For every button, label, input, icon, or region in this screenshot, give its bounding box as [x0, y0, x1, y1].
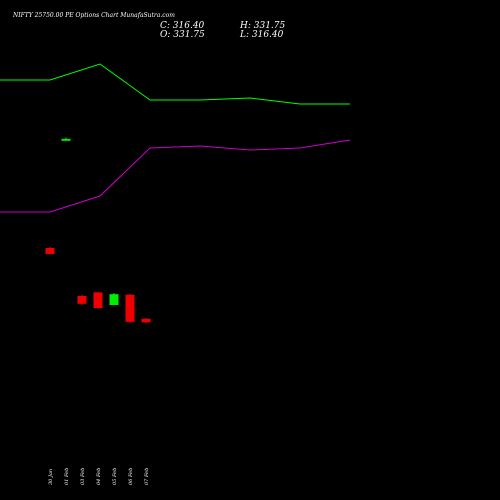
x-tick-label: 01 Feb: [64, 468, 70, 485]
high-value: H: 331.75: [239, 21, 286, 31]
x-axis-tick-labels: 30 Jan 01 Feb 03 Feb 04 Feb 05 Feb 06 Feb 07 F…: [48, 468, 150, 485]
candle-body: [45, 248, 55, 254]
x-tick-label: 07 Feb: [144, 468, 150, 485]
x-tick-label: 04 Feb: [96, 468, 102, 485]
x-tick-label: 05 Feb: [112, 468, 118, 485]
indicator-line-2: [0, 139, 351, 213]
low-value: L: 316.40: [239, 30, 284, 40]
candle-body: [125, 294, 135, 322]
candles: [45, 137, 151, 323]
x-tick-label: 06 Feb: [128, 468, 134, 485]
chart-title: NIFTY 25750.00 PE Options Chart MunafaSu…: [12, 12, 175, 19]
indicator-lines: [0, 63, 351, 213]
candle-body: [61, 138, 71, 141]
candle-body: [93, 292, 103, 308]
indicator-line-1: [0, 63, 350, 105]
candle-body: [109, 294, 119, 305]
candle-body: [77, 296, 87, 304]
open-value: O: 331.75: [160, 30, 205, 40]
candle-body: [141, 318, 151, 323]
x-tick-label: 30 Jan: [48, 469, 54, 485]
x-tick-label: 03 Feb: [80, 468, 86, 485]
close-value: C: 316.40: [160, 21, 205, 31]
